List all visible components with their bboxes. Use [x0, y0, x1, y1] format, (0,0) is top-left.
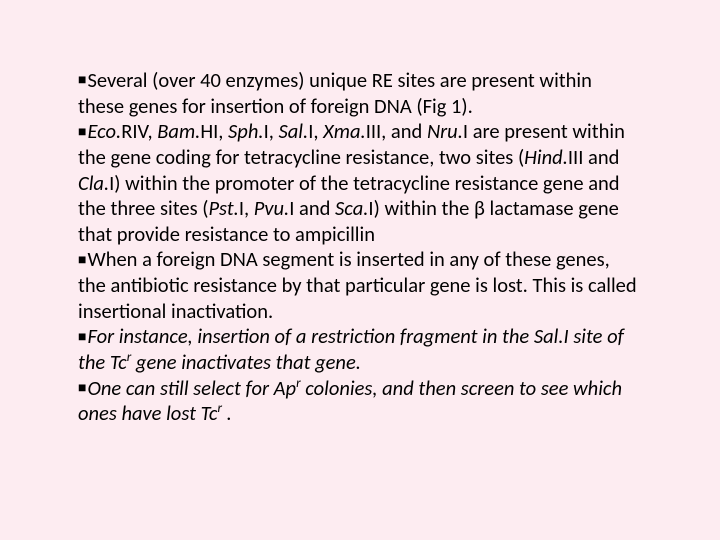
bullet1-text: Several (over 40 enzymes) unique RE site… [78, 67, 592, 119]
text: I, [308, 118, 323, 144]
bullet-icon: ■ [78, 328, 86, 346]
text: I, [239, 195, 254, 221]
enzyme-name: Hind. [524, 144, 568, 170]
enzyme-name: Pst. [208, 195, 238, 221]
enzyme-name: Sca. [335, 195, 368, 221]
text: HI, [200, 118, 228, 144]
enzyme-name: Sal. [278, 118, 308, 144]
slide-container: ■Several (over 40 enzymes) unique RE sit… [0, 0, 720, 540]
enzyme-name: Cla. [78, 170, 109, 196]
enzyme-name: Bam. [157, 118, 200, 144]
enzyme-name: Eco. [87, 118, 121, 144]
slide-text-block: ■Several (over 40 enzymes) unique RE sit… [78, 68, 642, 427]
bullet-icon: ■ [78, 251, 86, 269]
enzyme-name: Nru. [427, 118, 463, 144]
bullet-icon: ■ [78, 71, 86, 89]
text: I, [264, 118, 279, 144]
text: III and [568, 144, 620, 170]
bullet-icon: ■ [78, 379, 86, 397]
text: RIV, [121, 118, 157, 144]
bullet5-text-c: . [222, 400, 232, 426]
bullet3-text: When a foreign DNA segment is inserted i… [78, 246, 637, 323]
enzyme-name: Pvu. [254, 195, 289, 221]
bullet4-text-b: gene inactivates that gene. [131, 349, 361, 375]
bullet-icon: ■ [78, 123, 86, 141]
enzyme-name: Sph. [228, 118, 264, 144]
text: I and [289, 195, 335, 221]
bullet5-text-a: One can still select for Ap [87, 375, 296, 401]
enzyme-name: Xma. [323, 118, 366, 144]
text: III, and [366, 118, 427, 144]
